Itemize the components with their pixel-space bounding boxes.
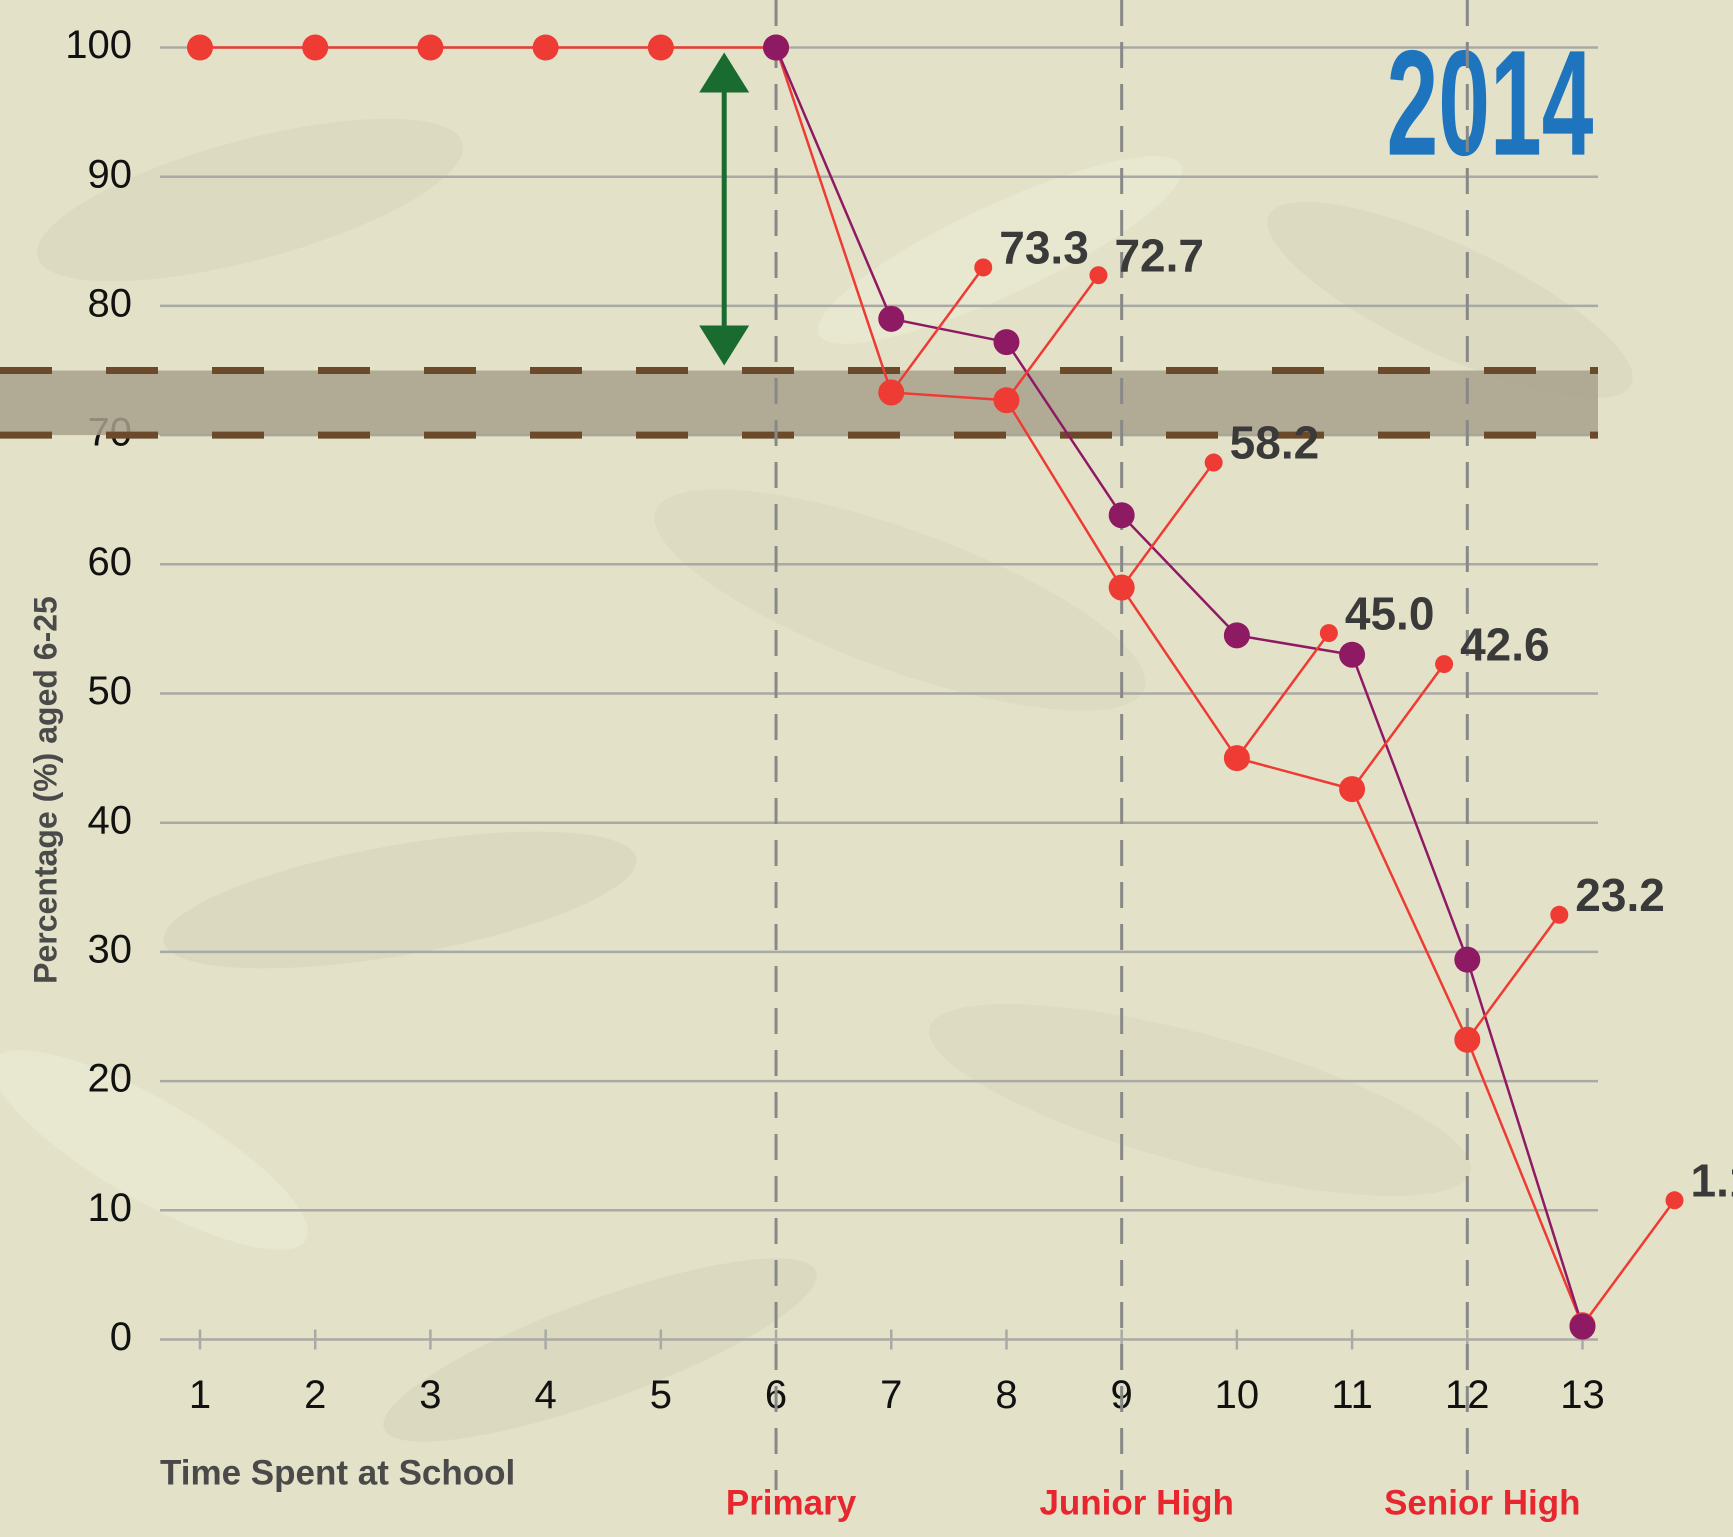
camo-pattern	[0, 118, 1633, 1442]
data-point	[1223, 622, 1250, 649]
label-leader	[890, 266, 985, 394]
label-dot	[1665, 1191, 1684, 1210]
data-point	[1569, 1313, 1596, 1340]
stage-label: Senior High	[1384, 1483, 1580, 1522]
y-tick-label: 10	[88, 1186, 133, 1230]
y-axis-label: Percentage (%) aged 6-25	[27, 596, 63, 984]
label-leader	[1581, 1199, 1676, 1327]
x-tick-label: 7	[880, 1373, 902, 1417]
data-point	[532, 34, 559, 61]
value-label: 58.2	[1230, 417, 1320, 469]
x-tick-label: 11	[1331, 1373, 1373, 1417]
label-leader	[1351, 663, 1446, 790]
y-tick-label: 90	[88, 152, 133, 196]
label-leader	[1466, 914, 1561, 1041]
value-label: 72.7	[1114, 229, 1204, 281]
label-dot	[1319, 624, 1338, 643]
x-tick-label: 2	[304, 1373, 326, 1417]
x-tick-label: 3	[419, 1373, 441, 1417]
x-tick-label: 13	[1560, 1373, 1605, 1417]
x-tick-label: 1	[189, 1373, 211, 1417]
data-point	[763, 34, 790, 61]
x-tick-label: 8	[995, 1373, 1017, 1417]
y-tick-label: 20	[88, 1057, 133, 1101]
reference-band	[0, 370, 1598, 436]
label-dot	[974, 258, 993, 277]
data-point	[1339, 641, 1366, 668]
y-tick-label: 80	[88, 281, 133, 325]
y-tick-label: 60	[88, 540, 133, 584]
data-point	[1454, 946, 1481, 973]
data-point	[302, 34, 329, 61]
y-tick-label: 0	[110, 1315, 132, 1359]
label-dot	[1550, 905, 1569, 924]
data-point	[647, 34, 674, 61]
x-tick-label: 10	[1215, 1373, 1260, 1417]
label-dot	[1204, 453, 1223, 472]
y-tick-label: 100	[65, 23, 132, 67]
value-label: 23.2	[1575, 869, 1665, 921]
x-tick-label: 4	[535, 1373, 557, 1417]
value-label: 73.3	[999, 222, 1089, 274]
label-leader	[1005, 274, 1100, 401]
label-leader	[1235, 632, 1330, 759]
value-label: 42.6	[1460, 618, 1550, 670]
data-point	[1108, 502, 1135, 529]
label-leader	[1120, 461, 1215, 589]
data-point	[993, 329, 1020, 356]
y-tick-label: 50	[88, 669, 133, 713]
y-tick-label: 30	[88, 927, 133, 971]
series-line	[774, 47, 1584, 1327]
arrow-head	[699, 52, 750, 93]
stage-label: Primary	[726, 1483, 857, 1522]
arrow-head	[699, 325, 750, 366]
x-tick-label: 5	[650, 1373, 672, 1417]
y-tick-label: 40	[88, 798, 133, 842]
value-label: 45.0	[1345, 587, 1435, 639]
label-dot	[1089, 266, 1108, 285]
chart-title: 2014	[1387, 20, 1594, 187]
value-label: 1.1	[1691, 1154, 1733, 1206]
stage-label: Junior High	[1039, 1483, 1233, 1522]
data-point	[417, 34, 444, 61]
x-axis-label: Time Spent at School	[160, 1453, 515, 1492]
data-point	[187, 34, 213, 61]
label-dot	[1435, 655, 1454, 674]
data-point	[878, 305, 905, 332]
